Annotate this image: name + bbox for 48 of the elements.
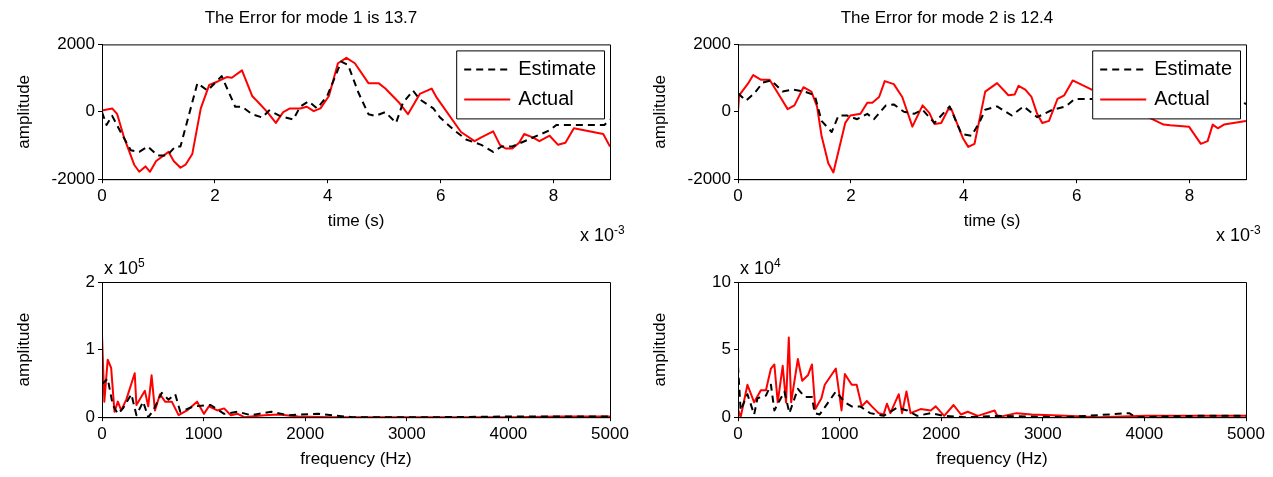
y-tick-label: 0 — [721, 101, 731, 121]
text: x 10$^{-3}$ — [1216, 223, 1261, 247]
x-tick-label: 6 — [435, 186, 446, 206]
y-tick-label: 10 — [712, 271, 731, 291]
y-axis-title: amplitude — [649, 312, 669, 387]
legend-label: Actual — [518, 86, 574, 109]
y-tick-label: -2000 — [687, 168, 731, 188]
x-tick-label: 2 — [846, 186, 856, 206]
y-tick-label: 1 — [85, 339, 95, 359]
x-tick-label: 4 — [323, 186, 333, 206]
text: x 10$^{4}$ — [740, 256, 781, 279]
y-tick-label: 0 — [85, 101, 95, 121]
x-tick-label: 3000 — [1023, 424, 1062, 444]
x-tick-label: 8 — [548, 186, 559, 206]
legend-label: Actual — [1154, 86, 1210, 109]
y-tick-label: 5 — [721, 339, 731, 359]
x-tick-label: 5000 — [1227, 424, 1265, 444]
x-tick-label: 2000 — [922, 424, 961, 444]
x-tick-label: 8 — [1184, 186, 1195, 206]
y-tick-label: 2 — [85, 271, 95, 291]
x-tick-label: 2000 — [286, 424, 325, 444]
x-tick-label: 6 — [1071, 186, 1082, 206]
x-tick-label: 4000 — [489, 424, 528, 444]
legend-label: Estimate — [518, 56, 597, 79]
x-axis-title: frequency (Hz) — [300, 449, 412, 469]
y-axis-title: amplitude — [13, 312, 33, 387]
chart-title: The Error for mode 2 is 12.4 — [840, 7, 1054, 27]
y-tick-label: 0 — [85, 406, 95, 426]
y-tick-label: 0 — [721, 406, 731, 426]
y-tick-label: -2000 — [51, 168, 95, 188]
text: x 10$^{5}$ — [104, 256, 145, 279]
x-tick-label: 5000 — [591, 424, 629, 444]
legend-label: Estimate — [1154, 56, 1233, 79]
x-axis-title: time (s) — [963, 211, 1021, 231]
x-tick-label: 1000 — [184, 424, 223, 444]
chart-title: The Error for mode 1 is 13.7 — [204, 7, 418, 27]
x-tick-label: 4000 — [1125, 424, 1164, 444]
y-tick-label: 2000 — [57, 34, 95, 54]
x-axis-title: time (s) — [327, 211, 385, 231]
y-tick-label: 2000 — [693, 34, 731, 54]
x-tick-label: 2 — [210, 186, 220, 206]
x-tick-label: 3000 — [387, 424, 426, 444]
text: x 10$^{-3}$ — [580, 223, 625, 247]
y-axis-title: amplitude — [13, 74, 33, 149]
x-tick-label: 4 — [959, 186, 969, 206]
x-tick-label: 1000 — [820, 424, 859, 444]
x-axis-title: frequency (Hz) — [936, 449, 1048, 469]
y-axis-title: amplitude — [649, 74, 669, 149]
